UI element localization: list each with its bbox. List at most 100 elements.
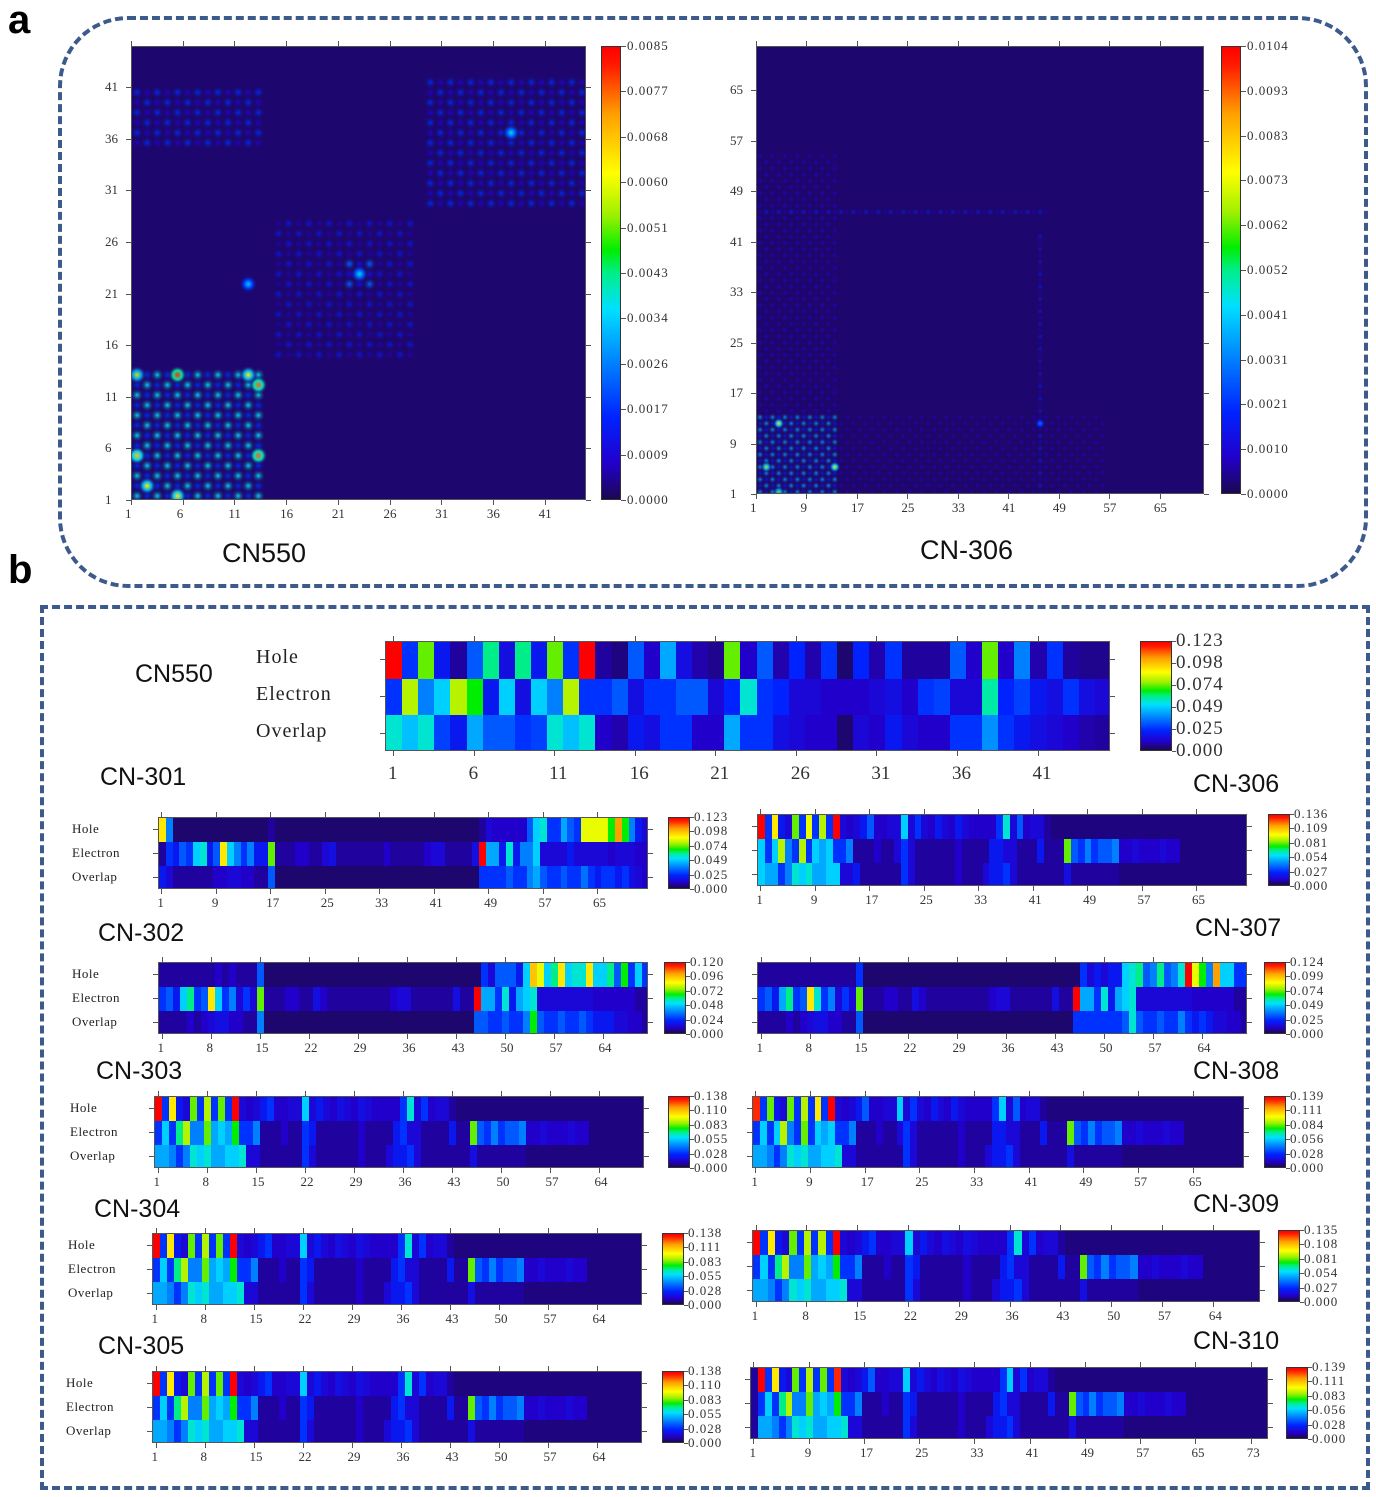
heatmap-cell (982, 642, 999, 680)
heatmap-cell (614, 1011, 622, 1033)
heatmap-cell (883, 1255, 892, 1280)
heatmap-cell (985, 1368, 994, 1393)
heatmap-cell (614, 963, 622, 988)
x-tick-label: 8 (206, 1040, 214, 1055)
colorbar-tick (690, 1139, 694, 1141)
y-tick-label: 49 (730, 183, 743, 199)
colorbar-tick-label: 0.083 (1312, 1387, 1347, 1403)
heatmap-cell (771, 839, 779, 864)
strip-title: CN-310 (1193, 1327, 1280, 1355)
heatmap-cell (202, 1372, 210, 1397)
x-tick-label: 17 (850, 500, 864, 515)
heatmap-cell (524, 1372, 532, 1397)
heatmap-cell (531, 715, 548, 750)
heatmap-cell (559, 1396, 567, 1421)
heatmap-cell (774, 1231, 783, 1256)
heatmap-cell (274, 1145, 282, 1167)
heatmap-cell (307, 1234, 315, 1259)
heatmap-cell (174, 1234, 182, 1259)
heatmap-cell (328, 1396, 336, 1421)
x-tick-mark-top (542, 812, 544, 817)
heatmap-cell (1005, 1145, 1014, 1167)
x-tick-label: 1 (751, 1174, 758, 1189)
colorbar-tick (684, 1305, 688, 1306)
colorbar-tick (690, 874, 694, 876)
heatmap-cell (635, 1011, 643, 1033)
row-label-overlap: Overlap (66, 1423, 112, 1438)
heatmap-cell (300, 1396, 308, 1421)
heatmap-cell (854, 1416, 863, 1438)
x-tick-mark (753, 1439, 755, 1444)
heatmap-cell (1231, 1145, 1239, 1167)
x-tick-mark (389, 500, 391, 505)
heatmap-cell (1057, 815, 1065, 840)
heatmap-cell (923, 1392, 932, 1417)
heatmap-cell (202, 1258, 210, 1283)
x-tick-mark-top (795, 636, 797, 641)
colorbar-tick-label: 0.000 (1290, 1026, 1325, 1041)
heatmap-cell (629, 1420, 637, 1442)
colorbar-tick (621, 91, 626, 93)
heatmap-cell (1014, 715, 1032, 750)
heatmap-cell (787, 1121, 795, 1146)
heatmap-cell (355, 1011, 363, 1033)
heatmap-cell (1210, 1097, 1219, 1122)
heatmap-cell (766, 1121, 775, 1146)
heatmap-cell (254, 818, 262, 843)
heatmap-cell (188, 1372, 196, 1397)
heatmap-cell (1045, 963, 1053, 988)
heatmap-cell (531, 1258, 539, 1283)
x-tick-mark-top (554, 636, 556, 641)
heatmap-cell (1003, 963, 1011, 988)
heatmap-cell (1186, 1368, 1194, 1393)
colorbar-tick-label: 0.028 (688, 1282, 723, 1298)
x-tick-mark (255, 1168, 257, 1173)
x-tick-label: 15 (854, 1040, 868, 1055)
heatmap-cell (758, 987, 766, 1012)
y-tick-mark (745, 1427, 750, 1428)
x-tick-label: 16 (280, 506, 294, 521)
heatmap-cell (261, 866, 269, 888)
x-tick-mark-top (351, 1228, 353, 1233)
heatmap-cell (202, 1282, 210, 1304)
heatmap-cell (842, 1011, 850, 1033)
heatmap-cell (1081, 1121, 1089, 1146)
heatmap-cell (351, 1121, 359, 1146)
heatmap-cell (237, 1282, 245, 1304)
heatmap-cell (237, 1372, 245, 1397)
heatmap-cell (489, 1372, 497, 1397)
heatmap-cell (774, 1279, 783, 1301)
heatmap-cell (1202, 1231, 1211, 1256)
heatmap-cell (321, 1396, 329, 1421)
heatmap-cell (323, 1097, 331, 1122)
heatmap-cell (1246, 1231, 1255, 1256)
heatmap-cell (225, 1145, 233, 1167)
colorbar-tick (621, 500, 626, 501)
heatmap-canvas (132, 47, 585, 499)
colorbar-tick (1286, 976, 1290, 978)
heatmap-cell (603, 1145, 611, 1167)
x-tick-label: 50 (494, 1311, 508, 1326)
heatmap-cell (909, 1392, 918, 1417)
colorbar (1140, 641, 1172, 751)
heatmap-cell (841, 1097, 850, 1122)
heatmap-cell (407, 1145, 415, 1167)
y-tick-mark-right (1268, 1427, 1273, 1428)
heatmap-cell (1054, 1392, 1063, 1417)
x-tick-mark-top (1195, 1362, 1197, 1367)
heatmap-cell (956, 1279, 965, 1301)
heatmap-cell (1040, 1121, 1048, 1146)
heatmap-cell (805, 815, 814, 840)
heatmap-cell (308, 842, 317, 867)
heatmap-title: CN550 (222, 538, 307, 568)
heatmap-cell (563, 642, 580, 680)
x-tick-mark (810, 1168, 812, 1173)
colorbar-tick-label: 0.0077 (627, 83, 669, 99)
heatmap-cell (540, 842, 548, 867)
heatmap-cell (870, 963, 878, 988)
heatmap-cell (363, 1234, 371, 1259)
colorbar-tick (1172, 729, 1176, 730)
heatmap-cell (756, 678, 774, 716)
heatmap-cell (1122, 987, 1130, 1012)
heatmap-cell (440, 1372, 448, 1397)
